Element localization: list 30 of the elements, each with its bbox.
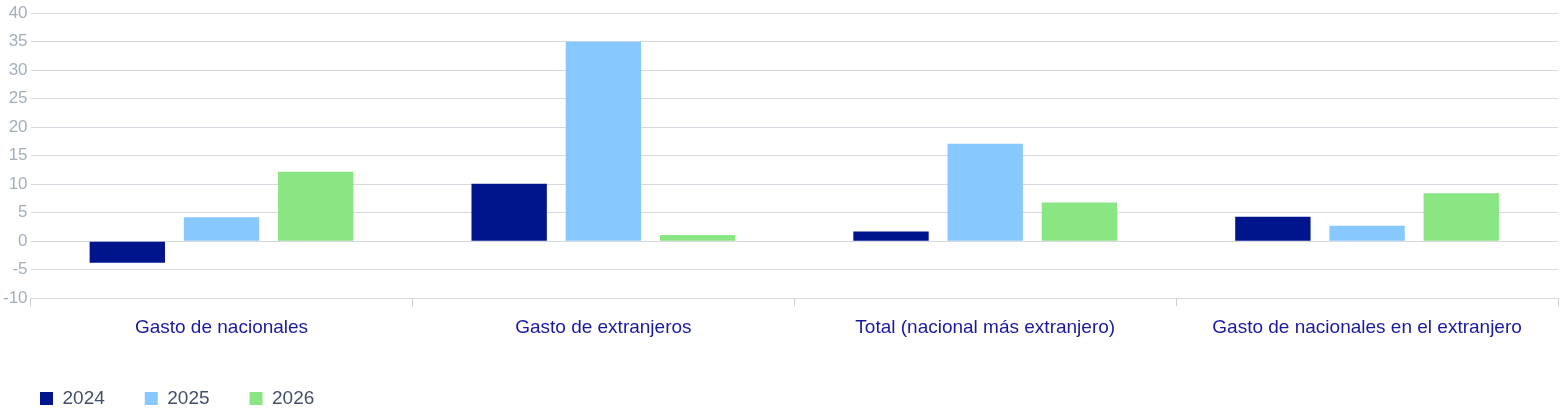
y-tick-label: 15 xyxy=(8,145,28,165)
legend-label: 2026 xyxy=(272,386,315,408)
bar xyxy=(659,234,736,241)
bar xyxy=(565,41,642,241)
bar xyxy=(947,143,1023,241)
bar xyxy=(471,183,547,241)
bar xyxy=(89,241,165,263)
legend-label: 2024 xyxy=(62,386,106,408)
bar xyxy=(278,171,354,241)
y-tick-label: 25 xyxy=(8,88,28,108)
bar xyxy=(183,217,260,241)
bar xyxy=(1329,225,1405,241)
y-tick-label: 30 xyxy=(8,59,28,79)
x-tick-label: Gasto de extranjeros xyxy=(515,315,692,337)
x-tick-label: Total (nacional más extranjero) xyxy=(855,315,1116,337)
y-tick-label: 0 xyxy=(18,230,28,250)
bar xyxy=(1041,202,1118,241)
x-tick-label: Gasto de nacionales en el extranjero xyxy=(1212,315,1522,337)
bar xyxy=(1235,216,1311,241)
y-tick-label: 20 xyxy=(8,116,28,136)
y-tick-label: 10 xyxy=(8,173,28,193)
y-tick-label: 5 xyxy=(18,202,28,222)
x-tick-label: Gasto de nacionales xyxy=(134,315,309,337)
y-tick-label: -10 xyxy=(2,287,28,307)
bar xyxy=(1423,193,1499,241)
y-tick-label: 35 xyxy=(8,31,28,51)
y-tick-label: 40 xyxy=(8,2,28,22)
legend-label: 2025 xyxy=(167,386,210,408)
y-tick-label: -5 xyxy=(12,259,28,279)
bar xyxy=(853,231,929,241)
